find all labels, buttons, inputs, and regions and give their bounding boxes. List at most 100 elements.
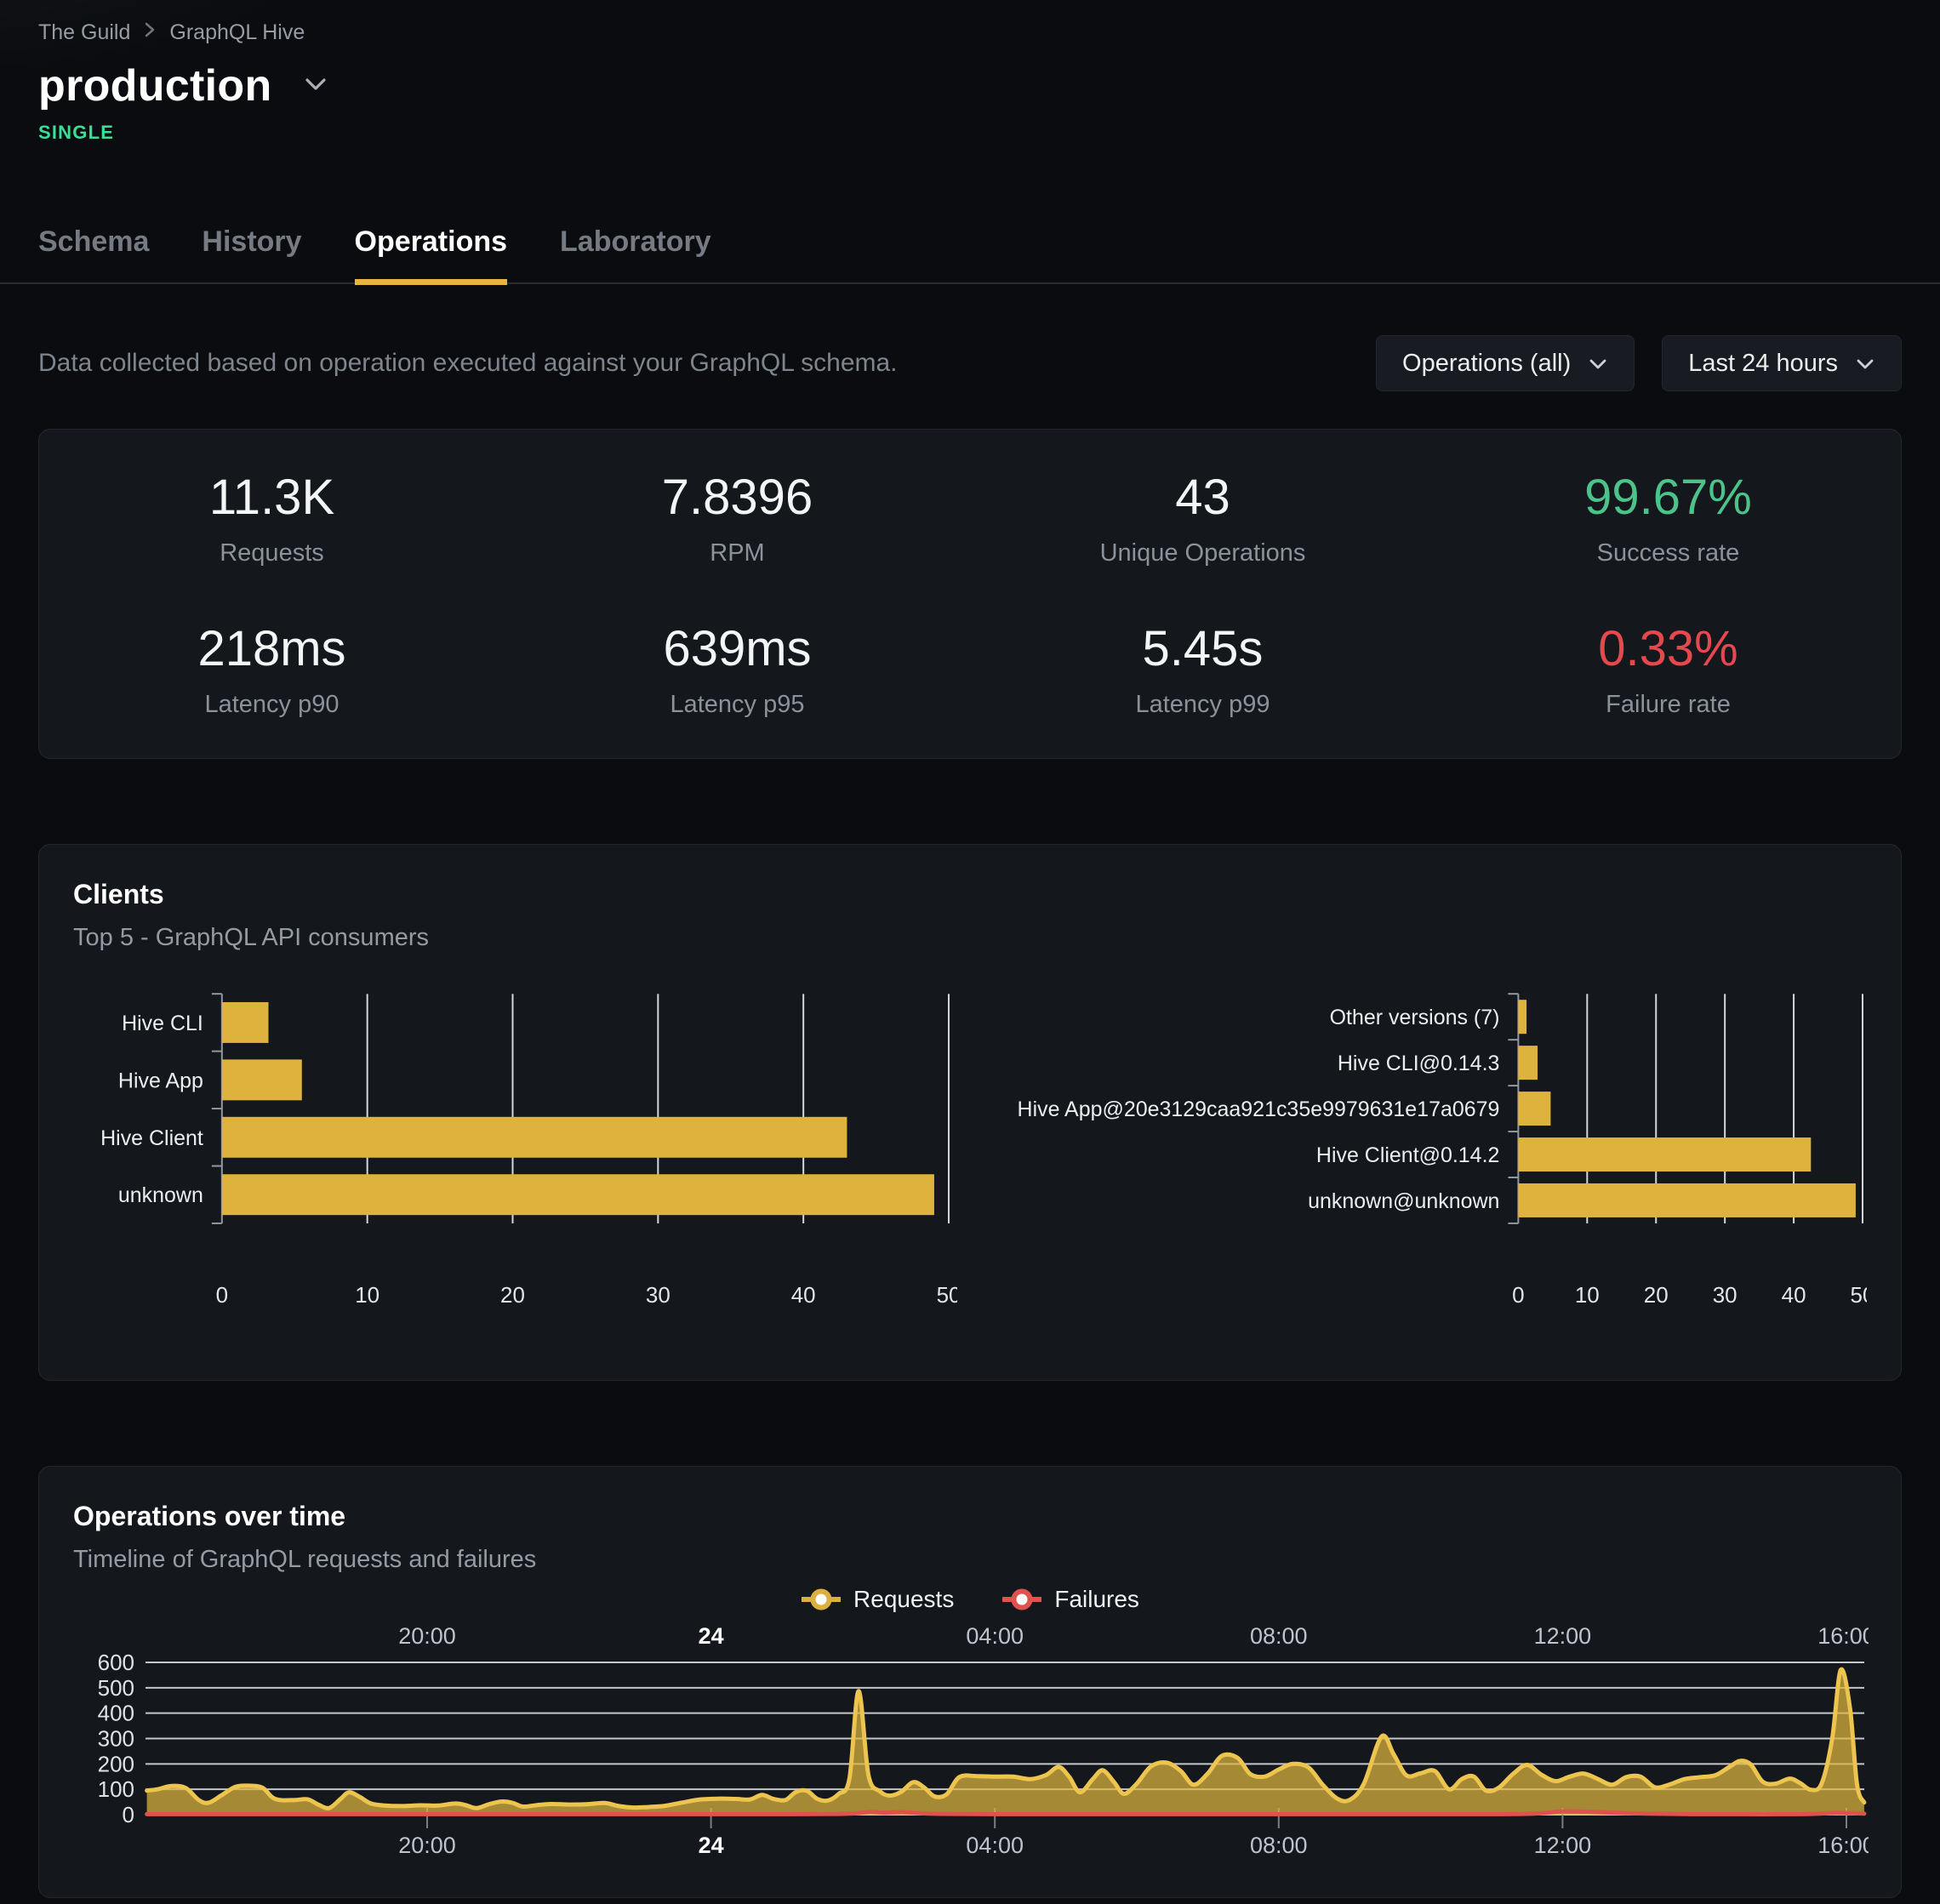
stat-unique-operations: 43 Unique Operations: [970, 470, 1435, 567]
svg-text:20:00: 20:00: [398, 1833, 456, 1858]
svg-text:20: 20: [1644, 1282, 1669, 1308]
svg-text:Hive CLI: Hive CLI: [122, 1012, 203, 1035]
legend-label: Failures: [1054, 1585, 1139, 1612]
svg-text:unknown@unknown: unknown@unknown: [1308, 1189, 1499, 1213]
svg-text:Other versions (7): Other versions (7): [1330, 1006, 1500, 1029]
svg-text:Hive Client@0.14.2: Hive Client@0.14.2: [1316, 1143, 1500, 1167]
clients-charts-row: Hive CLI Hive App Hive Client unknown 0 10 20 3…: [73, 981, 1867, 1360]
svg-text:300: 300: [98, 1725, 134, 1751]
svg-text:24: 24: [699, 1623, 724, 1649]
stat-label: Latency p95: [670, 690, 805, 718]
svg-text:10: 10: [355, 1282, 379, 1308]
page-header: The Guild GraphQL Hive production SINGLE…: [0, 0, 1940, 285]
legend-item-requests[interactable]: Requests: [801, 1586, 954, 1613]
chevron-down-icon: [1855, 350, 1875, 378]
svg-text:12:00: 12:00: [1534, 1623, 1592, 1649]
stat-value: 43: [1175, 470, 1230, 525]
stat-value: 218ms: [197, 620, 346, 676]
svg-text:12:00: 12:00: [1534, 1833, 1592, 1858]
svg-text:04:00: 04:00: [966, 1623, 1024, 1649]
svg-text:50: 50: [937, 1282, 957, 1308]
svg-text:08:00: 08:00: [1250, 1623, 1308, 1649]
stat-success-rate: 99.67% Success rate: [1435, 470, 1901, 567]
svg-text:600: 600: [98, 1650, 134, 1675]
legend-requests-marker-icon: [802, 1588, 842, 1610]
svg-text:08:00: 08:00: [1250, 1833, 1308, 1858]
stats-grid: 11.3K Requests 7.8396 RPM 43 Unique Operation…: [39, 470, 1901, 719]
svg-text:0: 0: [123, 1802, 134, 1827]
chevron-down-icon: [1588, 350, 1608, 378]
svg-text:30: 30: [1713, 1282, 1737, 1308]
stat-label: RPM: [710, 539, 765, 567]
page-title: production: [38, 61, 272, 111]
legend-label: Requests: [853, 1585, 955, 1612]
clients-by-version-bar-chart[interactable]: Other versions (7) Hive CLI@0.14.3 Hive Ap…: [983, 981, 1867, 1360]
stat-label: Requests: [220, 539, 324, 567]
operations-over-time-title: Operations over time: [73, 1500, 346, 1531]
svg-text:30: 30: [646, 1282, 670, 1308]
clients-subtitle: Top 5 - GraphQL API consumers: [73, 923, 430, 951]
breadcrumb-org-link[interactable]: The Guild: [38, 20, 131, 44]
svg-text:Hive Client: Hive Client: [100, 1126, 203, 1150]
operations-filter-label: Operations (all): [1402, 349, 1572, 377]
svg-text:50: 50: [1851, 1282, 1867, 1308]
stat-label: Latency p90: [204, 690, 340, 718]
svg-text:04:00: 04:00: [966, 1833, 1024, 1858]
main-content: Data collected based on operation execut…: [0, 335, 1940, 1898]
breadcrumb-project-link[interactable]: GraphQL Hive: [169, 20, 305, 44]
svg-text:20: 20: [500, 1282, 525, 1308]
tab-schema[interactable]: Schema: [38, 225, 150, 258]
stat-rpm: 7.8396 RPM: [505, 470, 970, 567]
filters-row: Data collected based on operation execut…: [38, 335, 1902, 391]
tab-history[interactable]: History: [202, 225, 302, 258]
breadcrumb: The Guild GraphQL Hive: [38, 0, 1902, 45]
svg-text:40: 40: [791, 1282, 816, 1308]
stat-label: Failure rate: [1606, 690, 1731, 718]
svg-text:Hive CLI@0.14.3: Hive CLI@0.14.3: [1338, 1052, 1500, 1075]
stat-latency-p95: 639ms Latency p95: [505, 620, 970, 719]
filter-buttons: Operations (all) Last 24 hours: [1376, 335, 1902, 391]
target-switcher-chevron-down-icon[interactable]: [303, 76, 328, 97]
svg-text:Hive App@20e3129caa921c35e9979: Hive App@20e3129caa921c35e9979631e17a067…: [1018, 1097, 1500, 1121]
tabs-bar: Schema History Operations Laboratory: [0, 225, 1940, 285]
period-filter-label: Last 24 hours: [1688, 349, 1838, 377]
svg-text:24: 24: [699, 1833, 724, 1858]
svg-text:400: 400: [98, 1700, 134, 1725]
stat-label: Success rate: [1596, 539, 1740, 567]
clients-title: Clients: [73, 878, 164, 909]
stat-failure-rate: 0.33% Failure rate: [1435, 623, 1901, 719]
svg-text:40: 40: [1782, 1282, 1806, 1308]
chevron-right-icon: [144, 20, 156, 45]
tab-operations[interactable]: Operations: [354, 225, 508, 285]
period-filter-dropdown[interactable]: Last 24 hours: [1662, 335, 1902, 391]
svg-text:0: 0: [216, 1282, 228, 1308]
svg-text:0: 0: [1512, 1282, 1524, 1308]
operations-over-time-subtitle: Timeline of GraphQL requests and failure…: [73, 1545, 537, 1573]
stat-value: 7.8396: [661, 470, 813, 525]
svg-text:16:00: 16:00: [1817, 1623, 1869, 1649]
stat-latency-p99: 5.45s Latency p99: [970, 620, 1435, 719]
stat-requests: 11.3K Requests: [39, 470, 505, 567]
svg-text:100: 100: [98, 1776, 134, 1802]
tab-laboratory[interactable]: Laboratory: [560, 225, 711, 258]
svg-text:10: 10: [1575, 1282, 1600, 1308]
title-row: production: [38, 60, 1902, 111]
target-mode-badge: SINGLE: [38, 122, 115, 143]
svg-text:16:00: 16:00: [1817, 1833, 1869, 1858]
stats-summary-card: 11.3K Requests 7.8396 RPM 43 Unique Operation…: [38, 429, 1902, 759]
stat-value: 99.67%: [1584, 470, 1752, 525]
svg-text:Hive App: Hive App: [118, 1069, 203, 1092]
stat-value: 639ms: [663, 620, 812, 676]
stat-label: Latency p99: [1135, 690, 1270, 718]
operations-filter-dropdown[interactable]: Operations (all): [1376, 335, 1635, 391]
stat-value: 5.45s: [1142, 620, 1264, 676]
svg-text:200: 200: [98, 1751, 134, 1776]
svg-text:20:00: 20:00: [398, 1623, 456, 1649]
legend-item-failures[interactable]: Failures: [1001, 1586, 1139, 1613]
clients-by-name-bar-chart[interactable]: Hive CLI Hive App Hive Client unknown 0 10 20 3…: [73, 981, 957, 1360]
legend-failures-marker-icon: [1002, 1588, 1042, 1610]
stat-value: 11.3K: [208, 470, 335, 525]
timeline-legend: Requests Failures: [73, 1586, 1867, 1613]
